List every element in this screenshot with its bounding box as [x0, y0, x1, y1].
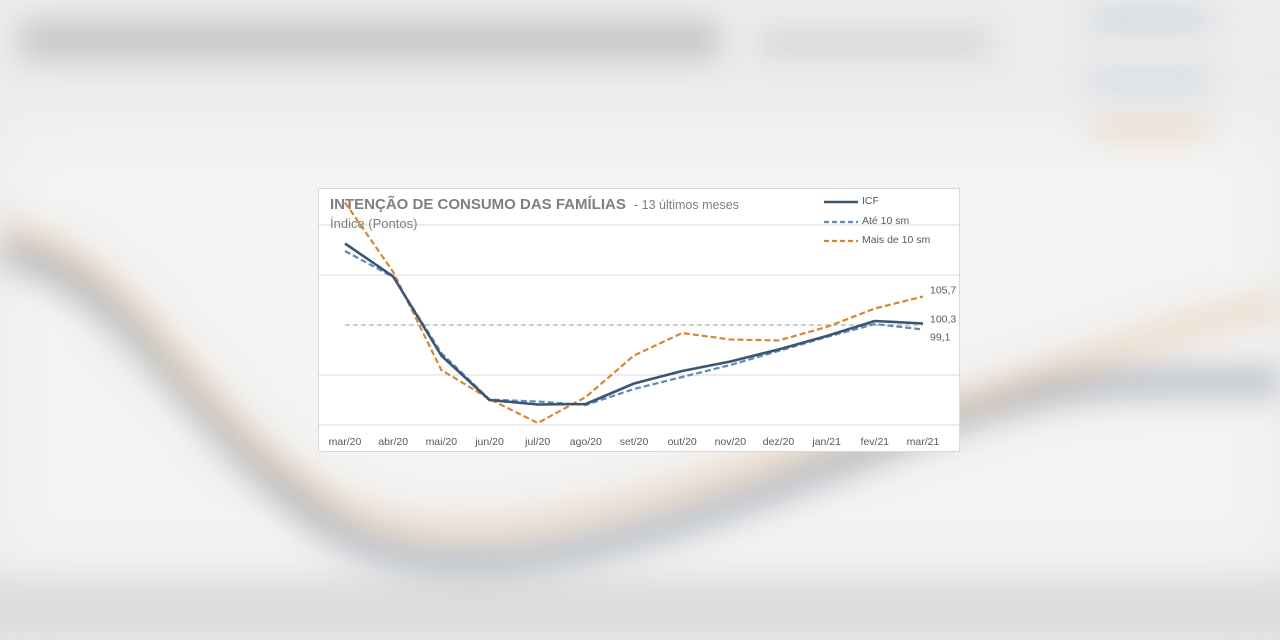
x-tick-label: jul/20 — [524, 436, 550, 448]
chart-title: INTENÇÃO DE CONSUMO DAS FAMÍLIAS - 13 úl… — [330, 196, 739, 213]
legend-label-mais-de-10-sm: Mais de 10 sm — [862, 234, 931, 246]
series-line-mais-de-10-sm — [344, 201, 924, 425]
series-line-ate-10-sm — [344, 250, 924, 407]
chart-panel: 105,7 100,3 99,1 mar/20 abr/20 mai/20 jun/20 j… — [318, 188, 960, 452]
chart-title-suffix: - 13 últimos meses — [634, 198, 739, 212]
x-tick-label: dez/20 — [763, 436, 795, 448]
chart-subtitle: Índice (Pontos) — [330, 216, 418, 231]
x-tick-label: jan/21 — [811, 436, 841, 448]
x-tick-label: mar/20 — [329, 436, 362, 448]
x-tick-label: set/20 — [620, 436, 649, 448]
line-chart: 105,7 100,3 99,1 mar/20 abr/20 mai/20 jun/20 j… — [319, 201, 959, 448]
x-tick-label: jun/20 — [474, 436, 504, 448]
x-tick-label: nov/20 — [715, 436, 747, 448]
x-tick-label: ago/20 — [570, 436, 602, 448]
x-tick-label: mar/21 — [907, 436, 940, 448]
series-line-icf — [344, 242, 924, 406]
legend-label-icf: ICF — [862, 195, 879, 207]
end-label-icf: 100,3 — [930, 314, 956, 326]
legend-swatch-mais-de-10-sm — [824, 239, 858, 243]
legend-label-ate-10-sm: Até 10 sm — [862, 214, 910, 227]
end-label-at-10-sm: 99,1 — [930, 332, 951, 344]
chart-title-main: INTENÇÃO DE CONSUMO DAS FAMÍLIAS — [330, 196, 626, 213]
x-tick-label: mai/20 — [426, 436, 458, 448]
end-label-mais-de-10-sm: 105,7 — [930, 285, 956, 297]
x-tick-label: out/20 — [668, 436, 697, 448]
legend-swatch-icf — [824, 200, 858, 204]
legend-swatch-ate-10-sm — [824, 220, 858, 223]
x-tick-label: abr/20 — [378, 436, 408, 448]
x-tick-label: fev/21 — [861, 436, 890, 448]
